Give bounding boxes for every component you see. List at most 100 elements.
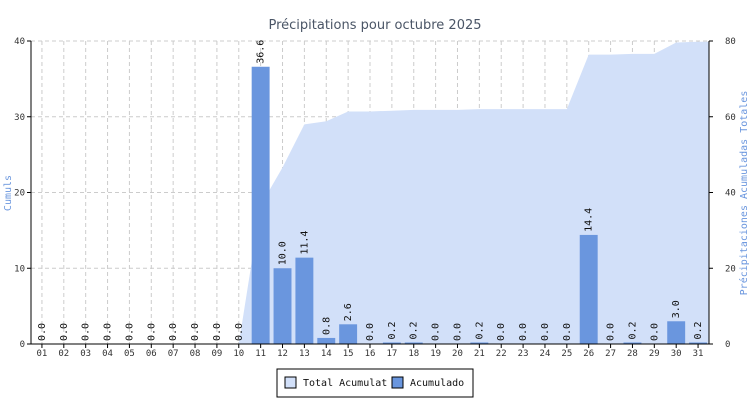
x-tick-label: 12 [277,349,288,359]
bar-value-label: 0.0 [452,323,463,341]
x-tick-label: 14 [321,349,332,359]
bar-value-label: 0.0 [212,323,223,341]
x-tick-label: 18 [408,349,419,359]
x-tick-label: 08 [190,349,201,359]
y-left-tick-label: 30 [14,113,25,123]
bar-value-label: 0.0 [124,323,135,341]
bar [273,268,292,344]
y-left-tick-label: 40 [14,37,25,47]
bar-value-label: 0.0 [190,323,201,341]
x-tick-label: 27 [605,349,616,359]
bar-value-label: 3.0 [671,300,682,318]
bar [667,321,686,344]
bar-value-label: 0.0 [168,323,179,341]
bar [689,342,708,344]
x-tick-label: 02 [58,349,69,359]
bar [579,234,598,344]
y-left-tick-label: 0 [20,340,25,350]
bar-value-label: 0.0 [365,323,376,341]
x-tick-label: 03 [80,349,91,359]
bar [295,257,314,344]
chart-title: Précipitations pour octubre 2025 [268,18,481,33]
x-tick-label: 15 [343,349,354,359]
bar-value-label: 0.0 [103,323,114,341]
x-tick-label: 30 [671,349,682,359]
x-tick-label: 11 [255,349,266,359]
bar-value-label: 0.2 [693,321,704,339]
bar-value-label: 0.0 [606,323,617,341]
bar [317,337,336,344]
y-left-tick-label: 20 [14,189,25,199]
legend-label-total: Total Acumulat [303,378,387,389]
bar-value-label: 0.0 [234,323,245,341]
y-right-tick-label: 0 [725,340,730,350]
legend-swatch-acumulado [391,376,404,389]
bar-value-label: 14.4 [584,208,595,232]
bar [404,342,423,344]
x-tick-label: 25 [561,349,572,359]
x-tick-label: 28 [627,349,638,359]
bar-value-label: 36.6 [256,40,267,64]
x-tick-label: 24 [540,349,551,359]
bar-value-label: 0.8 [321,317,332,335]
y-axis-right-label: Précipitaciones Acumuladas Totales [738,91,750,296]
x-tick-label: 29 [649,349,660,359]
bar-value-label: 11.4 [299,231,310,255]
area-series [31,41,709,344]
x-tick-label: 31 [693,349,704,359]
bar-value-label: 0.0 [518,323,529,341]
y-right-tick-label: 80 [725,37,736,47]
legend-swatch-total [284,376,297,389]
bar-value-label: 0.0 [562,323,573,341]
x-tick-label: 06 [146,349,157,359]
bar-value-label: 0.0 [81,323,92,341]
area-total-acumulat [31,41,709,344]
x-tick-label: 26 [583,349,594,359]
x-tick-label: 19 [430,349,441,359]
x-tick-label: 17 [386,349,397,359]
bar-series [251,66,708,344]
axes: 0 10 20 30 40 0 20 40 60 80 01 02 03 04 05 06 07 08 09 10 11… [14,37,736,359]
bar-value-label: 0.2 [387,321,398,339]
bar-value-label: 0.0 [431,323,442,341]
x-tick-label: 07 [168,349,179,359]
y-left-tick-label: 10 [14,264,25,274]
bar-value-label: 0.0 [496,323,507,341]
x-tick-label: 05 [124,349,135,359]
bar-value-label: 0.2 [474,321,485,339]
bar [251,66,270,344]
x-tick-label: 10 [233,349,244,359]
data-labels: 0.0 0.0 0.0 0.0 0.0 0.0 0.0 0.0 0.0 0.0 36.6 10.0 11… [37,40,704,341]
bar-value-label: 10.0 [278,241,289,265]
bar-value-label: 0.2 [627,321,638,339]
bar [339,324,358,344]
y-right-tick-label: 40 [725,189,736,199]
bar [623,342,642,344]
bar [382,342,401,344]
bar-value-label: 0.0 [146,323,157,341]
x-tick-label: 13 [299,349,310,359]
x-tick-label: 04 [102,349,113,359]
legend: Total Acumulat Acumulado [276,368,474,398]
bar-value-label: 0.0 [59,323,70,341]
bar-value-label: 0.0 [540,323,551,341]
x-tick-label: 01 [37,349,48,359]
x-tick-label: 16 [365,349,376,359]
bar-value-label: 0.0 [649,323,660,341]
x-tick-label: 23 [518,349,529,359]
legend-box [276,368,474,398]
bar-value-label: 0.0 [37,323,48,341]
x-tick-label: 09 [211,349,222,359]
x-tick-label: 20 [452,349,463,359]
y-right-tick-label: 20 [725,264,736,274]
y-axis-left-label: Cumuls [3,175,14,211]
x-tick-label: 22 [496,349,507,359]
bar-value-label: 2.6 [343,303,354,321]
bar-value-label: 0.2 [409,321,420,339]
x-tick-label: 21 [474,349,485,359]
bar [470,342,489,344]
y-right-tick-label: 60 [725,113,736,123]
legend-label-acumulado: Acumulado [410,378,464,389]
